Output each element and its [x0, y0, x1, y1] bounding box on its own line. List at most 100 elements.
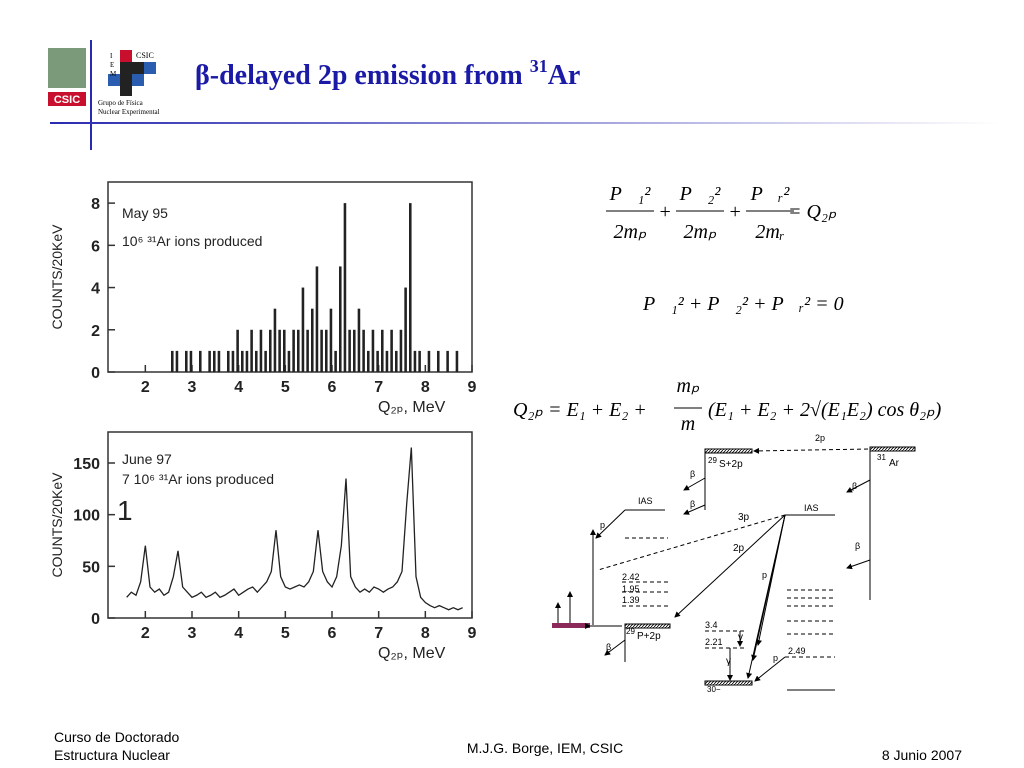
- chart-annotation: May 95: [122, 205, 168, 221]
- spectrum-bar: [297, 329, 300, 372]
- spectrum-bar: [292, 329, 295, 372]
- y-tick-label: 0: [91, 611, 100, 628]
- y-tick-label: 8: [91, 196, 100, 213]
- level-label: 2.42: [622, 572, 640, 582]
- level-label: IAS: [804, 503, 819, 513]
- level-label: p: [773, 653, 778, 663]
- spectrum-bar: [334, 350, 337, 372]
- footer-center: M.J.G. Borge, IEM, CSIC: [467, 740, 623, 756]
- x-tick-label: 5: [281, 625, 290, 642]
- chart-annotation: June 97: [122, 451, 172, 467]
- y-tick-label: 0: [91, 365, 100, 382]
- spectrum-bar: [255, 350, 258, 372]
- y-tick-label: 100: [73, 508, 100, 525]
- spectrum-bar: [413, 350, 417, 372]
- spectrum-bar: [208, 350, 211, 372]
- logo-text: CSIC: [54, 94, 80, 106]
- spectrum-bar: [273, 308, 277, 372]
- spectrum-bar: [199, 350, 202, 372]
- spectra: 0 2 4 6 8 2 3 4 5 6 7 8 9 Q₂ₚ, MeV COUNTS/20KeV May 95 1…: [49, 181, 477, 662]
- y-tick-label: 150: [73, 456, 100, 473]
- level-label: β: [690, 499, 695, 509]
- equation-part: 2mᵣ: [755, 221, 784, 243]
- logo-letter: I: [110, 52, 113, 60]
- level-label: γ: [726, 656, 731, 667]
- spectrum-bar: [217, 350, 221, 372]
- spectrum-bar: [213, 350, 216, 372]
- level-label: β: [852, 481, 857, 491]
- spectrum-bar: [376, 350, 379, 372]
- spectrum-bar: [367, 350, 370, 372]
- slide-title: β-delayed 2p emission from 31Ar: [195, 56, 580, 91]
- level-label: 2.21: [705, 637, 723, 647]
- level-label: γ: [738, 632, 743, 643]
- spectrum-bar: [315, 266, 319, 372]
- chart-annotation: 7 10⁶ ³¹Ar ions produced: [122, 471, 274, 487]
- spectrum-bar: [250, 329, 253, 372]
- logo-letter: M: [110, 70, 117, 78]
- level-label: 2p: [815, 433, 825, 443]
- spectrum-bar: [437, 350, 440, 372]
- spectrum-bar: [227, 350, 230, 372]
- level-diagram: [552, 446, 916, 691]
- spectrum-bar: [339, 266, 342, 372]
- level-label: p: [762, 570, 767, 580]
- level-label: P+2p: [637, 631, 661, 642]
- spectrum-bar: [185, 350, 188, 372]
- logo-group: Nuclear Experimental: [98, 108, 160, 116]
- spectrum-bar: [418, 350, 421, 372]
- y-tick-label: 50: [82, 559, 100, 576]
- spectrum-bar: [343, 203, 347, 372]
- equation-part: mₚ: [676, 375, 699, 397]
- x-tick-label: 8: [421, 379, 430, 396]
- spectrum-bar: [306, 329, 309, 372]
- y-tick-label: 2: [91, 323, 100, 340]
- x-axis-label: Q₂ₚ, MeV: [378, 645, 446, 662]
- spectrum-bar: [362, 329, 365, 372]
- level-label: 30−: [707, 685, 721, 694]
- spectrum-bar: [278, 329, 281, 372]
- chart-annotation: 1: [117, 495, 133, 526]
- spectrum-bar: [446, 350, 449, 372]
- x-tick-label: 9: [468, 379, 477, 396]
- spectrum-bar: [329, 308, 333, 372]
- x-tick-label: 8: [421, 625, 430, 642]
- footer-left: Curso de Doctorado: [54, 729, 180, 745]
- spectrum-bar: [395, 350, 398, 372]
- spectrum-bar: [236, 329, 239, 372]
- spectrum-bar: [301, 287, 305, 372]
- footer-right: 8 Junio 2007: [882, 747, 962, 763]
- spectrum-bar: [283, 329, 286, 372]
- equation-part: Q₂ₚ = E₁ + E₂ +: [513, 399, 647, 421]
- spectrum-bar: [264, 350, 267, 372]
- spectrum-line: [126, 447, 463, 611]
- x-tick-label: 6: [328, 625, 337, 642]
- equation-part: P⃗₁²: [609, 183, 652, 205]
- equation-part: = Q₂ₚ: [788, 201, 837, 223]
- title-text: β-delayed 2p emission from: [195, 60, 530, 91]
- y-tick-label: 6: [91, 238, 100, 255]
- level-label: β: [855, 541, 860, 551]
- spectrum-bar: [385, 350, 389, 372]
- x-tick-label: 7: [374, 625, 383, 642]
- x-axis-label: Q₂ₚ, MeV: [378, 399, 446, 416]
- y-axis-label: COUNTS/20KeV: [49, 472, 65, 578]
- level-label: 29: [626, 627, 635, 636]
- spectrum-bar: [320, 329, 323, 372]
- x-tick-label: 5: [281, 379, 290, 396]
- x-tick-label: 9: [468, 625, 477, 642]
- logo-group: Grupo de Física: [98, 99, 144, 107]
- spectrum-bar: [325, 329, 328, 372]
- footer-left: Estructura Nuclear: [54, 747, 170, 763]
- level-label: 31: [877, 453, 886, 462]
- spectrum-bar: [245, 350, 249, 372]
- spectrum-bar: [231, 350, 235, 372]
- spectrum-bar: [175, 350, 179, 372]
- x-tick-label: 6: [328, 379, 337, 396]
- title-end: Ar: [548, 60, 581, 91]
- spectrum-bar: [311, 308, 314, 372]
- equation-part: 2mₚ: [683, 221, 716, 243]
- equations: P⃗₁² + P⃗₂² + P⃗ᵣ² = 0 Q₂ₚ = E₁ + E₂ + m…: [513, 183, 942, 435]
- spectrum-bar: [427, 350, 431, 372]
